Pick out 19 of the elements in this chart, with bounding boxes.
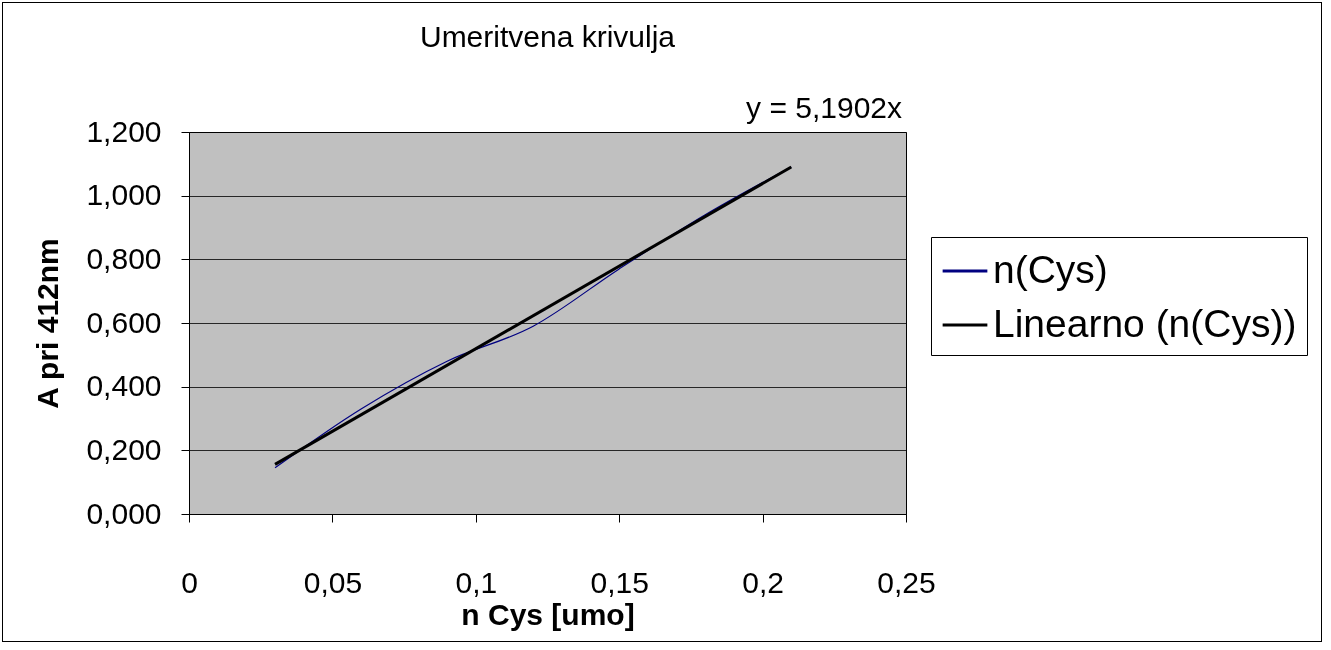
x-tick-label: 0,25 [877, 565, 936, 599]
y-axis-title: A pri 412nm [31, 238, 65, 409]
chart-title: Umeritvena krivulja [419, 20, 676, 53]
x-tick-label: 0,05 [303, 565, 363, 599]
y-tick-label: 0,400 [86, 369, 162, 403]
y-tick-label: 1,000 [86, 178, 162, 212]
y-tick-label: 0,600 [86, 305, 162, 339]
x-tick-label: 0 [181, 565, 198, 599]
legend-label: Linearno (n(Cys)) [993, 302, 1297, 345]
y-tick-label: 0,200 [86, 432, 162, 466]
legend-label: n(Cys) [993, 248, 1108, 291]
x-tick-label: 0,2 [742, 565, 784, 599]
x-axis-title: n Cys [umo] [461, 597, 635, 631]
x-tick-label: 0,15 [590, 565, 649, 599]
y-tick-label: 0,000 [86, 496, 162, 530]
x-tick-label: 0,1 [455, 565, 498, 599]
text: y = 5,1902x [746, 91, 902, 124]
y-tick-label: 1,200 [86, 114, 162, 148]
y-tick-label: 0,800 [86, 241, 162, 275]
